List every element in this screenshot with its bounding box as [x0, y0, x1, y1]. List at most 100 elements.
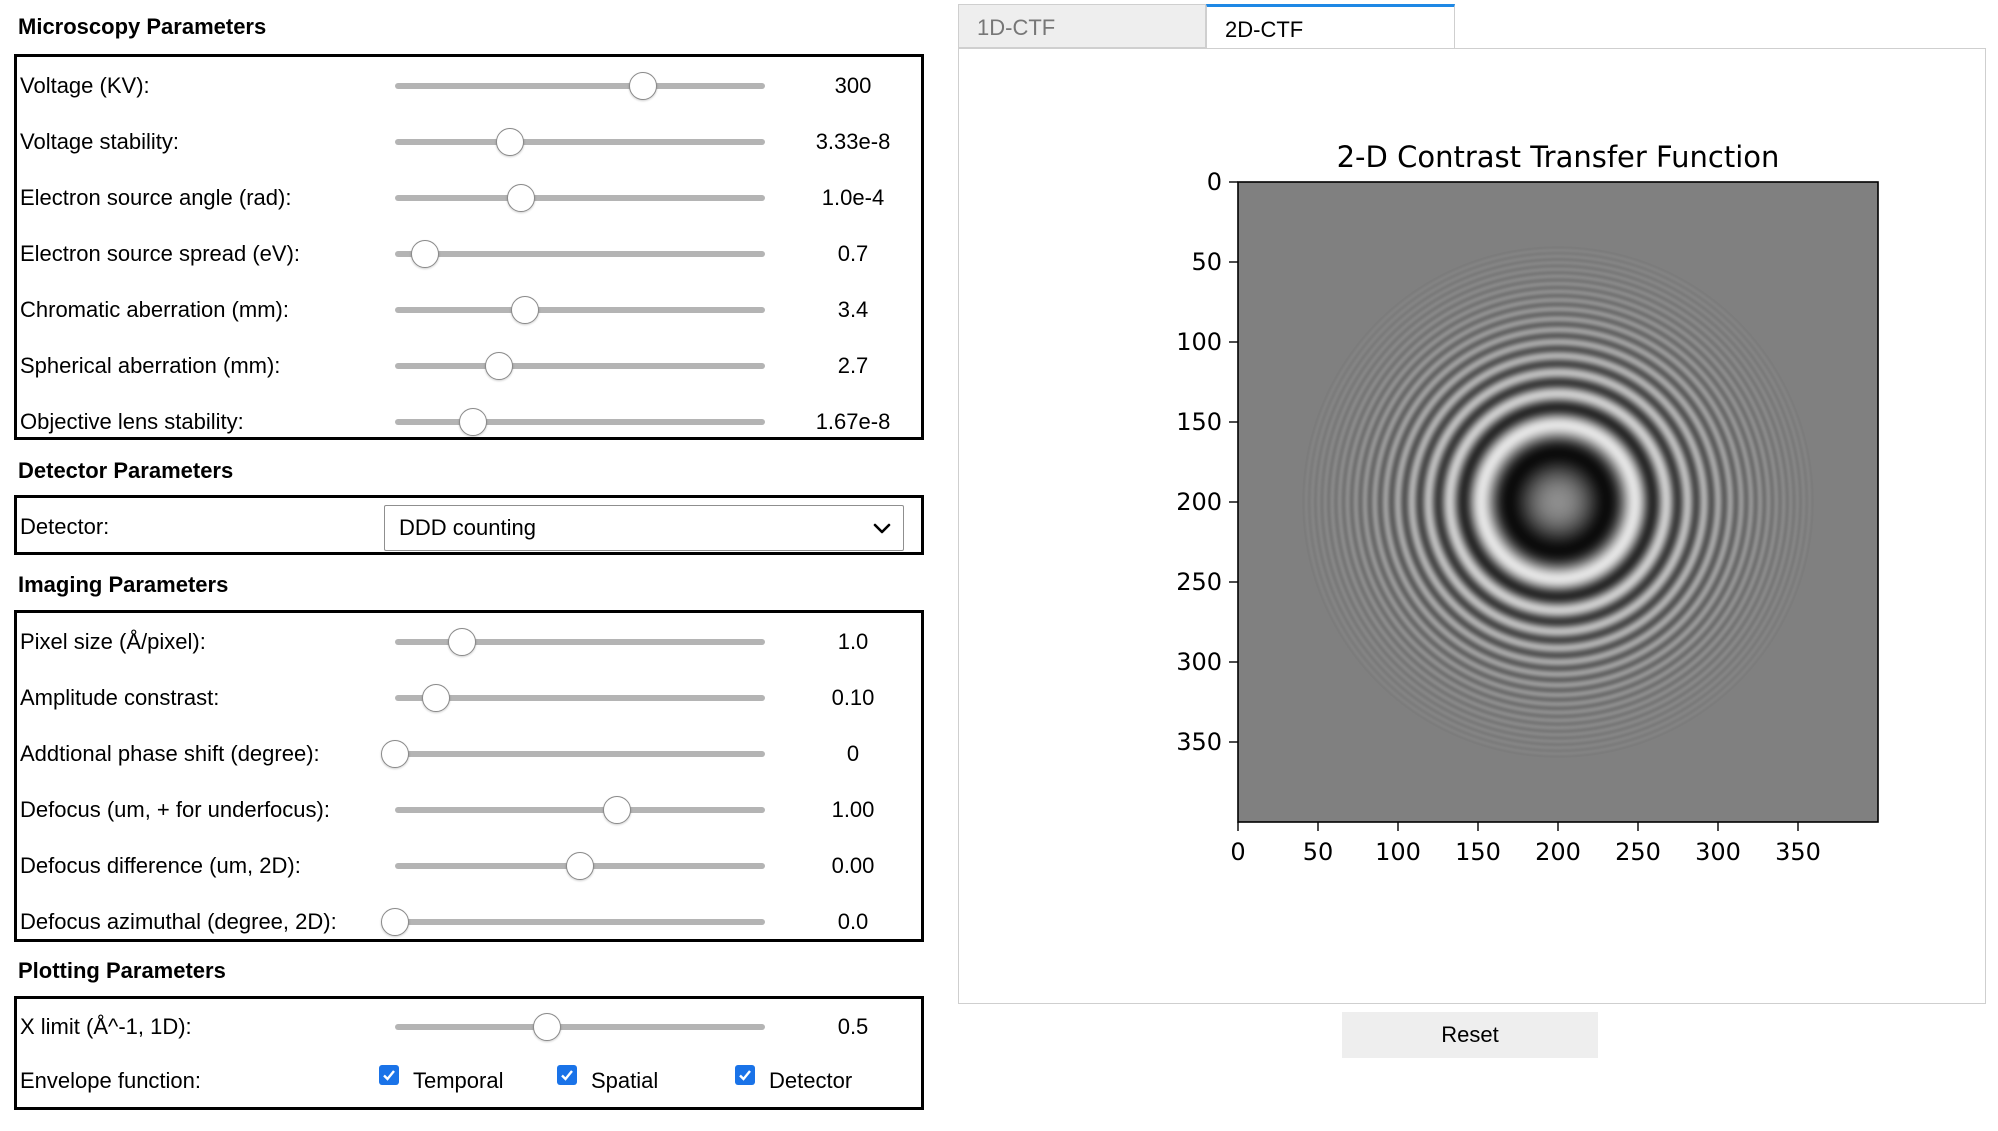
slider-row: Amplitude constrast: 0.10: [17, 678, 921, 718]
x-tick-label: 250: [1615, 838, 1661, 866]
detector-title: Detector Parameters: [18, 458, 234, 483]
x-tick-label: 300: [1695, 838, 1741, 866]
slider-label: X limit (Å^-1, 1D):: [20, 1014, 192, 1039]
detector-selected: DDD counting: [399, 515, 536, 540]
slider-value: 3.4: [837, 297, 869, 322]
detector-label: Detector:: [20, 514, 110, 539]
slider-thumb[interactable]: [447, 628, 476, 656]
slider-thumb[interactable]: [484, 352, 513, 380]
slider-value: 0.0: [837, 909, 869, 934]
slider-value: 1.67e-8: [815, 409, 891, 434]
slider-thumb[interactable]: [506, 184, 535, 212]
slider-thumb[interactable]: [628, 72, 657, 100]
slider-label: Defocus azimuthal (degree, 2D):: [20, 909, 337, 934]
slider-row: Defocus (um, + for underfocus): 1.00: [17, 790, 921, 830]
slider-label: Electron source angle (rad):: [20, 185, 292, 210]
slider-thumb[interactable]: [381, 740, 409, 768]
slider-row-xlimit: X limit (Å^-1, 1D): 0.5: [17, 1007, 921, 1047]
slider-label: Objective lens stability:: [20, 409, 244, 434]
slider-row: Electron source angle (rad): 1.0e-4: [17, 178, 921, 218]
parameter-slider[interactable]: [395, 240, 765, 268]
parameter-slider[interactable]: [395, 352, 765, 380]
slider-label: Spherical aberration (mm):: [20, 353, 281, 378]
parameter-slider[interactable]: [395, 296, 765, 324]
detector-checkbox[interactable]: [735, 1065, 755, 1085]
microscopy-title: Microscopy Parameters: [18, 14, 267, 39]
parameter-slider[interactable]: [381, 908, 765, 936]
detector-select[interactable]: DDD counting: [384, 505, 904, 551]
slider-label: Chromatic aberration (mm):: [20, 297, 289, 322]
slider-value: 1.00: [831, 797, 875, 822]
ctf-2d-chart: 2-D Contrast Transfer Function 0 50 100 150…: [1176, 140, 1879, 866]
slider-row: Pixel size (Å/pixel): 1.0: [17, 622, 921, 662]
chevron-down-icon: [873, 523, 891, 534]
check-icon: [383, 1070, 395, 1081]
parameter-slider[interactable]: [395, 408, 765, 436]
check-icon: [739, 1070, 751, 1081]
y-tick-label: 250: [1176, 568, 1222, 596]
slider-thumb[interactable]: [458, 408, 487, 436]
slider-label: Voltage stability:: [20, 129, 179, 154]
slider-label: Defocus (um, + for underfocus):: [20, 797, 330, 822]
slider-value: 1.0: [837, 629, 869, 654]
parameter-slider[interactable]: [381, 740, 765, 768]
envelope-label: Envelope function:: [20, 1068, 202, 1093]
y-tick-label: 100: [1176, 328, 1222, 356]
slider-thumb[interactable]: [603, 796, 631, 824]
parameter-slider[interactable]: [395, 128, 765, 156]
slider-label: Defocus difference (um, 2D):: [20, 853, 301, 878]
spatial-label: Spatial: [591, 1068, 659, 1093]
spatial-checkbox[interactable]: [557, 1065, 577, 1085]
plotting-box: X limit (Å^-1, 1D): 0.5 Envelope functio…: [14, 996, 924, 1110]
parameter-slider[interactable]: [395, 852, 765, 880]
slider-label: Amplitude constrast:: [20, 685, 220, 710]
x-axis: 0 50 100 150 200 250 300 350: [1230, 822, 1821, 866]
slider-thumb[interactable]: [510, 296, 539, 324]
slider-value: 0.5: [837, 1014, 869, 1039]
x-tick-label: 50: [1303, 838, 1334, 866]
slider-label: Pixel size (Å/pixel):: [20, 629, 206, 654]
x-tick-label: 150: [1455, 838, 1501, 866]
slider-value: 1.0e-4: [821, 185, 885, 210]
slider-value: 300: [834, 73, 872, 98]
slider-thumb[interactable]: [532, 1013, 561, 1041]
imaging-title: Imaging Parameters: [18, 572, 229, 597]
tab-2d-ctf[interactable]: 2D-CTF: [1206, 4, 1455, 51]
chart-title: 2-D Contrast Transfer Function: [1337, 140, 1780, 174]
parameter-slider[interactable]: [395, 684, 765, 712]
detector-box: Detector: DDD counting: [14, 495, 924, 555]
slider-value: 2.7: [837, 353, 869, 378]
reset-button[interactable]: Reset: [1342, 1012, 1598, 1058]
slider-thumb[interactable]: [566, 852, 594, 880]
slider-thumb[interactable]: [421, 684, 450, 712]
y-tick-label: 350: [1176, 728, 1222, 756]
ctf-image: [1238, 182, 1878, 822]
slider-row: Defocus azimuthal (degree, 2D): 0.0: [17, 902, 921, 942]
slider-thumb[interactable]: [495, 128, 524, 156]
parameter-slider[interactable]: [395, 628, 765, 656]
envelope-row: Envelope function: Temporal Spatial Dete…: [17, 1061, 921, 1101]
y-tick-label: 50: [1191, 248, 1222, 276]
plot-panel: 2-D Contrast Transfer Function 0 50 100 150…: [958, 48, 1986, 1004]
xlimit-slider[interactable]: [395, 1013, 765, 1041]
imaging-box: Pixel size (Å/pixel): 1.0 Amplitude constr…: [14, 610, 924, 942]
x-tick-label: 200: [1535, 838, 1581, 866]
slider-label: Addtional phase shift (degree):: [20, 741, 320, 766]
parameter-slider[interactable]: [395, 184, 765, 212]
tab-1d-ctf[interactable]: 1D-CTF: [958, 4, 1206, 48]
slider-value: 0.00: [831, 853, 875, 878]
parameter-slider[interactable]: [395, 72, 765, 100]
slider-row: Electron source spread (eV): 0.7: [17, 234, 921, 274]
detector-option-label: Detector: [769, 1068, 853, 1093]
slider-row: Objective lens stability: 1.67e-8: [17, 402, 921, 442]
temporal-checkbox[interactable]: [379, 1065, 399, 1085]
check-icon: [561, 1070, 573, 1081]
slider-value: 0.7: [837, 241, 869, 266]
x-tick-label: 350: [1775, 838, 1821, 866]
y-axis: 0 50 100 150 200 250 300 350: [1176, 168, 1238, 756]
microscopy-box: Voltage (KV): 300 Voltage stability: 3.33e-…: [14, 54, 924, 440]
slider-thumb[interactable]: [410, 240, 439, 268]
y-tick-label: 0: [1207, 168, 1222, 196]
slider-thumb[interactable]: [381, 908, 409, 936]
parameter-slider[interactable]: [395, 796, 765, 824]
